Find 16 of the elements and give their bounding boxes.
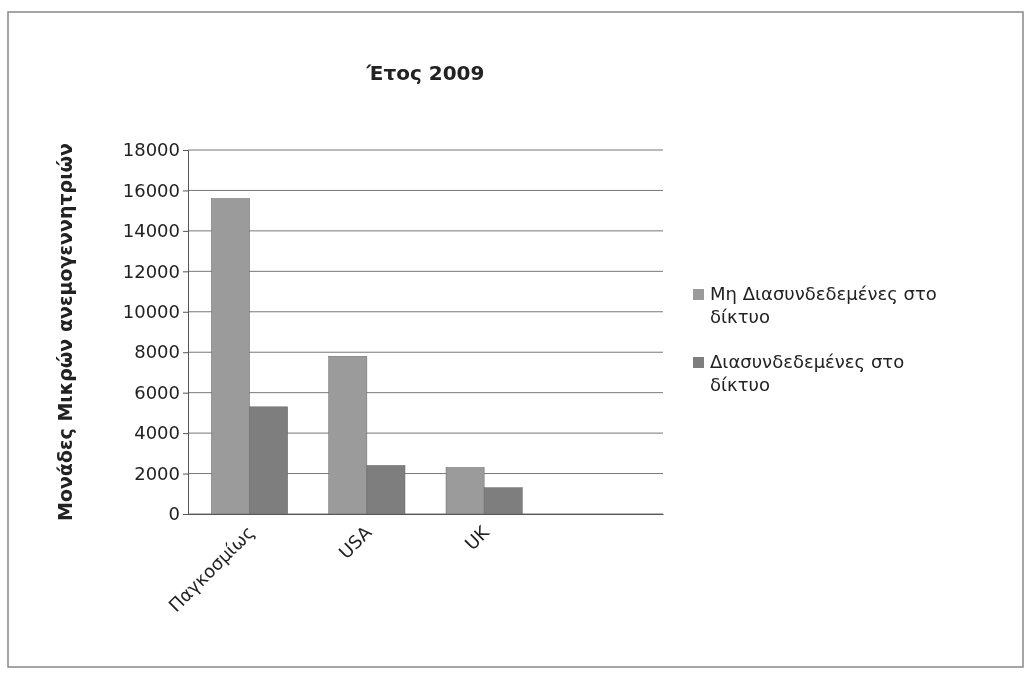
- y-tick-label: 4000: [134, 422, 180, 444]
- y-tick-label: 10000: [122, 301, 180, 323]
- legend-label: Διασυνδεδεμένες στο δίκτυο: [710, 351, 905, 396]
- y-tick-label: 8000: [134, 341, 180, 363]
- chart-title: Έτος 2009: [365, 61, 485, 85]
- y-tick-label: 2000: [134, 462, 180, 484]
- legend-label: Μη Διασυνδεδεμένες στο δίκτυο: [710, 283, 937, 328]
- y-tick-label: 0: [168, 503, 180, 525]
- x-tick-label: UK: [460, 520, 494, 555]
- y-tick-label: 12000: [122, 260, 180, 282]
- y-tick-label: 18000: [122, 139, 180, 161]
- y-tick-label: 16000: [122, 179, 180, 201]
- y-axis-title: Μονάδες Μικρών ανεμογεννητριών: [54, 142, 76, 522]
- y-tick-label: 6000: [134, 381, 180, 403]
- y-tick-label: 14000: [122, 220, 180, 242]
- x-tick-label: USA: [334, 521, 377, 563]
